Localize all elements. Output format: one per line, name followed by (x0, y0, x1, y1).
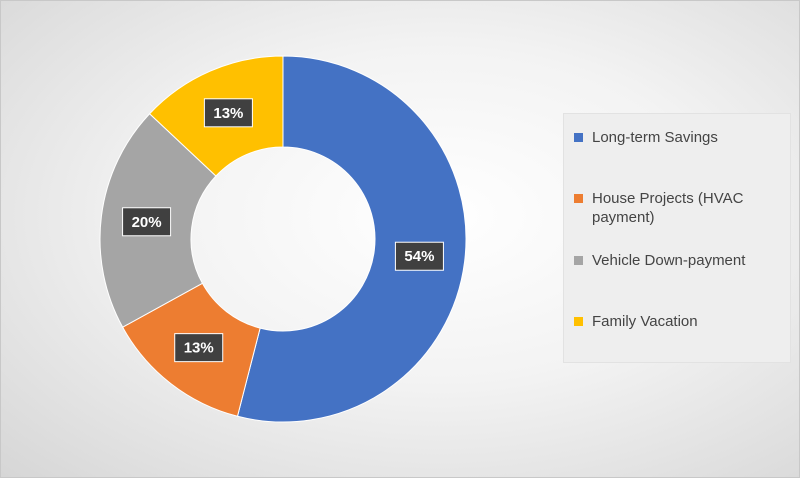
legend-swatch-vehicle-down-payment (574, 256, 583, 265)
data-label-text: 13% (184, 340, 214, 357)
legend-label-vehicle-down-payment: Vehicle Down-payment (592, 252, 746, 269)
data-label-box (394, 241, 444, 271)
legend-item-vehicle-down-payment: Vehicle Down-payment (574, 251, 786, 270)
legend-label-house-projects: House Projects (HVAC payment) (592, 190, 744, 226)
data-label-text: 13% (213, 105, 243, 122)
data-label-box (122, 207, 172, 237)
data-label-text: 54% (404, 248, 434, 265)
data-label-box (174, 333, 224, 363)
data-label-long-term-savings: 54% (394, 241, 444, 271)
legend-item-house-projects: House Projects (HVAC payment) (574, 189, 786, 227)
data-label-text: 20% (132, 214, 162, 231)
slice-long-term-savings (236, 55, 467, 423)
legend-item-long-term-savings: Long-term Savings (574, 128, 786, 147)
data-label-house-projects-hvac-payment: 13% (174, 333, 224, 363)
chart-legend: Long-term Savings House Projects (HVAC p… (563, 113, 791, 363)
legend-item-family-vacation: Family Vacation (574, 312, 786, 331)
data-label-family-vacation: 13% (203, 98, 253, 128)
legend-label-family-vacation: Family Vacation (592, 313, 698, 330)
data-label-vehicle-down-payment: 20% (122, 207, 172, 237)
data-label-box (203, 98, 253, 128)
legend-swatch-family-vacation (574, 317, 583, 326)
legend-swatch-long-term-savings (574, 133, 583, 142)
legend-label-long-term-savings: Long-term Savings (592, 129, 718, 146)
legend-swatch-house-projects (574, 194, 583, 203)
